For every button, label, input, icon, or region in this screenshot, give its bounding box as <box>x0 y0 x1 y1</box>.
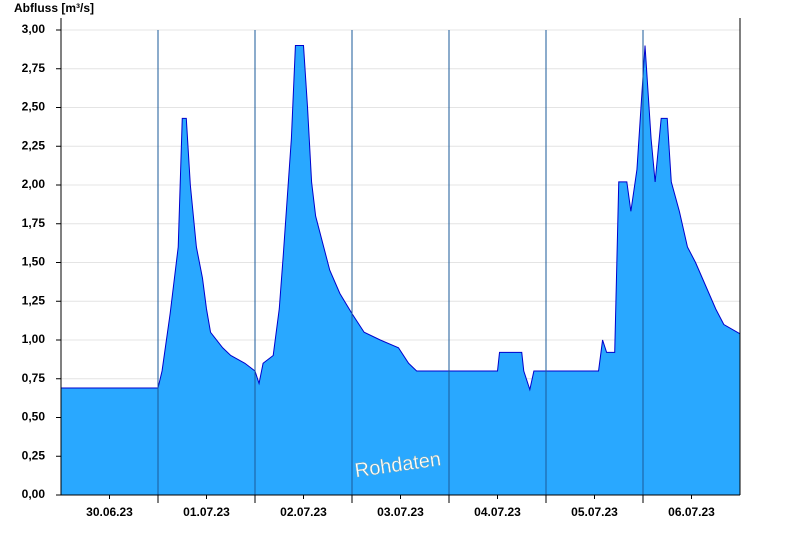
y-tick-label: 0,75 <box>22 371 46 385</box>
y-tick-label: 1,00 <box>22 332 46 346</box>
y-tick-label: 1,75 <box>22 216 46 230</box>
y-tick-label: 2,00 <box>22 177 46 191</box>
area-line <box>61 45 741 392</box>
x-tick-label: 03.07.23 <box>377 505 424 519</box>
x-tick-label: 02.07.23 <box>280 505 327 519</box>
y-tick-label: 3,00 <box>22 22 46 36</box>
y-tick-label: 0,00 <box>22 487 46 501</box>
area-fill <box>61 45 740 495</box>
x-tick-label: 30.06.23 <box>86 505 133 519</box>
y-tick-label: 2,25 <box>22 138 46 152</box>
x-tick-label: 01.07.23 <box>183 505 230 519</box>
x-tick-label: 04.07.23 <box>474 505 521 519</box>
y-tick-label: 1,50 <box>22 255 46 269</box>
y-tick-label: 2,50 <box>22 100 46 114</box>
y-tick-label: 0,25 <box>22 448 46 462</box>
y-tick-label: 2,75 <box>22 61 46 75</box>
x-tick-label: 05.07.23 <box>571 505 618 519</box>
x-tick-label: 06.07.23 <box>668 505 715 519</box>
y-tick-label: 1,25 <box>22 293 46 307</box>
y-tick-label: 0,50 <box>22 410 46 424</box>
chart-title: Abfluss [m³/s] <box>14 1 94 15</box>
